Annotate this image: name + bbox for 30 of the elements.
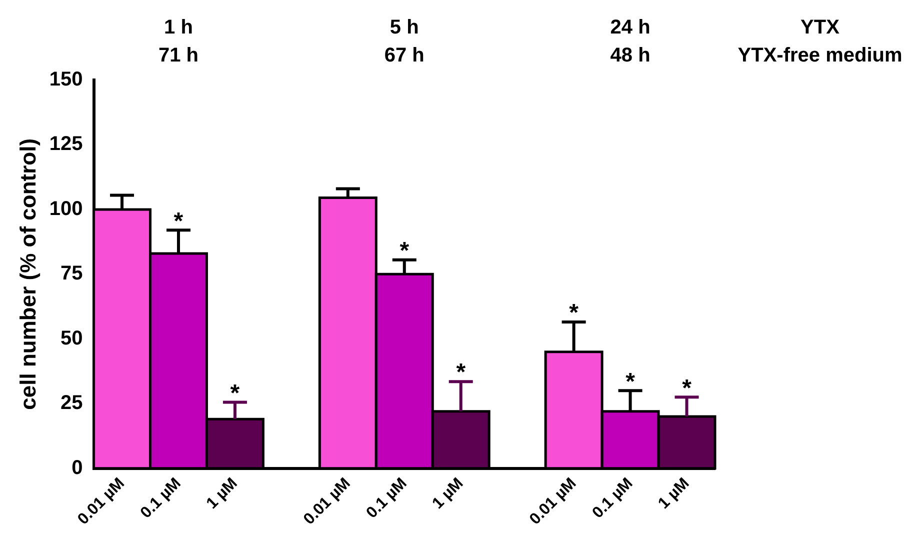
text: 5 h <box>390 16 419 39</box>
x-tick-label: 1 µM <box>429 475 467 512</box>
y-tick-label: 50 <box>60 327 83 350</box>
data-label: * <box>682 374 692 402</box>
y-axis-title: cell number (% of control) <box>15 138 40 410</box>
text: YTX <box>800 16 840 39</box>
data-label: * <box>626 368 636 396</box>
text: 1 h <box>164 16 193 39</box>
x-tick-label: 0.01 µM <box>526 475 580 528</box>
x-tick-label: 1 µM <box>204 475 241 512</box>
text: 71 h <box>158 44 198 67</box>
x-tick-label: 0.1 µM <box>589 475 636 522</box>
x-tick-label: 0.1 µM <box>363 475 410 522</box>
data-label: * <box>174 208 184 235</box>
y-tick-label: 75 <box>60 262 83 285</box>
y-tick-label: 150 <box>49 68 83 91</box>
y-tick-label: 125 <box>49 133 83 156</box>
x-tick-label: 0.1 µM <box>138 475 184 522</box>
text: 67 h <box>384 44 424 67</box>
data-label: * <box>456 359 466 386</box>
data-label: * <box>230 380 240 407</box>
x-tick-label: 1 µM <box>655 475 693 512</box>
y-tick-label: 100 <box>49 198 83 220</box>
text: YTX-free medium <box>738 44 902 67</box>
x-tick-label: 0.01 µM <box>300 475 354 528</box>
y-tick-label: 25 <box>60 392 83 414</box>
text: 24 h <box>610 16 650 39</box>
data-label: * <box>400 238 410 265</box>
data-label: * <box>569 300 580 327</box>
text: 48 h <box>610 44 650 67</box>
